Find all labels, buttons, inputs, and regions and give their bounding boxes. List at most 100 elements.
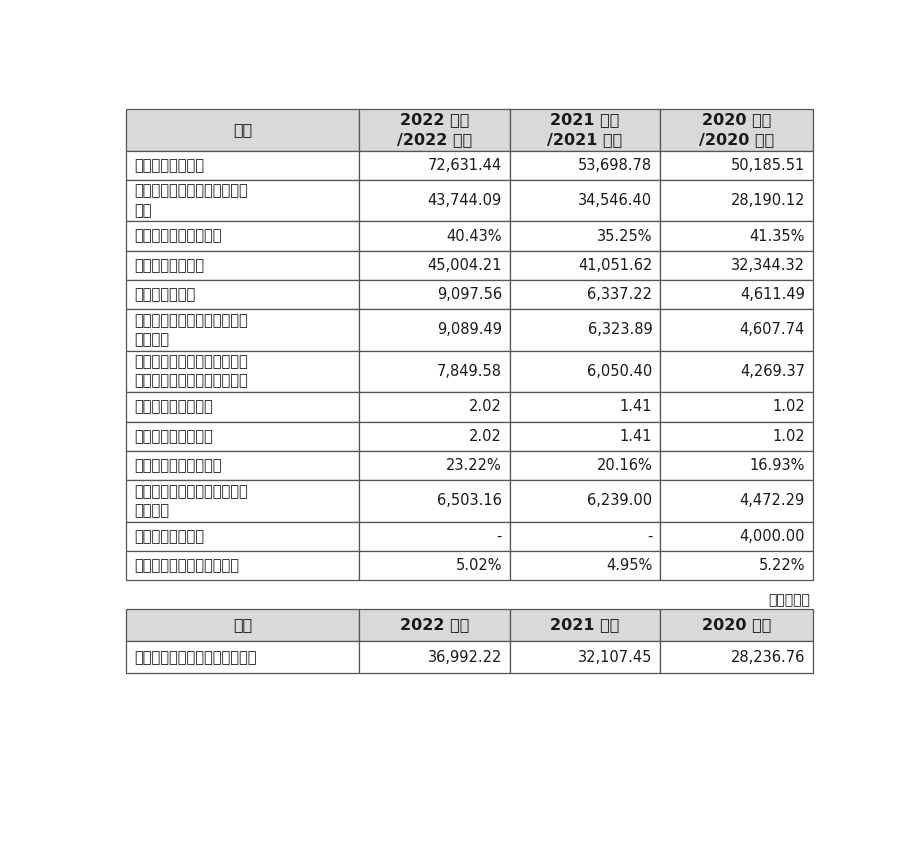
Text: 7,849.58: 7,849.58 xyxy=(437,364,502,379)
Text: 1.41: 1.41 xyxy=(620,399,652,414)
Text: 2021 年末
/2021 年度: 2021 年末 /2021 年度 xyxy=(547,112,623,147)
Text: 41.35%: 41.35% xyxy=(749,229,805,244)
Bar xyxy=(126,251,359,280)
Text: 16.93%: 16.93% xyxy=(749,458,805,473)
Text: 20.16%: 20.16% xyxy=(596,458,652,473)
Text: -: - xyxy=(496,529,502,544)
Bar xyxy=(359,251,509,280)
Bar xyxy=(660,641,812,674)
Bar xyxy=(509,109,660,150)
Text: 43,744.09: 43,744.09 xyxy=(428,193,502,208)
Bar xyxy=(359,109,509,150)
Bar xyxy=(359,422,509,451)
Text: 4.95%: 4.95% xyxy=(606,558,652,573)
Bar xyxy=(660,180,812,221)
Text: 1.02: 1.02 xyxy=(772,399,805,414)
Bar xyxy=(126,180,359,221)
Text: 归属于母公司所有者权益（万
元）: 归属于母公司所有者权益（万 元） xyxy=(134,183,247,218)
Bar xyxy=(509,309,660,351)
Text: 1.02: 1.02 xyxy=(772,429,805,444)
Bar xyxy=(126,422,359,451)
Bar xyxy=(359,609,509,641)
Text: 4,472.29: 4,472.29 xyxy=(740,494,805,508)
Text: 2022 年度: 2022 年度 xyxy=(400,617,469,632)
Bar xyxy=(126,522,359,551)
Text: 72,631.44: 72,631.44 xyxy=(428,158,502,173)
Bar xyxy=(509,180,660,221)
Text: 2020 年末
/2020 年度: 2020 年末 /2020 年度 xyxy=(699,112,774,147)
Text: 扣除非经常性损益后归属于母
公司所有者的净利润（万元）: 扣除非经常性损益后归属于母 公司所有者的净利润（万元） xyxy=(134,354,247,388)
Bar xyxy=(126,551,359,580)
Bar xyxy=(509,451,660,480)
Bar xyxy=(660,221,812,251)
Text: 5.02%: 5.02% xyxy=(455,558,502,573)
Bar xyxy=(660,280,812,309)
Text: 6,323.89: 6,323.89 xyxy=(587,322,652,338)
Bar xyxy=(126,609,359,641)
Bar xyxy=(509,422,660,451)
Bar xyxy=(509,150,660,180)
Text: 6,503.16: 6,503.16 xyxy=(437,494,502,508)
Text: 归属于母公司所有者的净利润
（万元）: 归属于母公司所有者的净利润 （万元） xyxy=(134,313,247,347)
Bar xyxy=(359,309,509,351)
Bar xyxy=(359,150,509,180)
Bar xyxy=(126,309,359,351)
Text: 加权平均净资产收益率: 加权平均净资产收益率 xyxy=(134,458,222,473)
Text: -: - xyxy=(647,529,652,544)
Bar xyxy=(126,280,359,309)
Text: 6,050.40: 6,050.40 xyxy=(587,364,652,379)
Bar xyxy=(359,280,509,309)
Text: 4,269.37: 4,269.37 xyxy=(740,364,805,379)
Text: 销售商品、提供劳务收到的现金: 销售商品、提供劳务收到的现金 xyxy=(134,650,256,665)
Text: 41,051.62: 41,051.62 xyxy=(578,257,652,273)
Bar xyxy=(359,551,509,580)
Bar xyxy=(359,392,509,422)
Bar xyxy=(126,221,359,251)
Text: 32,344.32: 32,344.32 xyxy=(731,257,805,273)
Text: 项目: 项目 xyxy=(234,617,253,632)
Bar xyxy=(359,221,509,251)
Text: 9,089.49: 9,089.49 xyxy=(437,322,502,338)
Text: 50,185.51: 50,185.51 xyxy=(731,158,805,173)
Bar xyxy=(660,392,812,422)
Text: 35.25%: 35.25% xyxy=(597,229,652,244)
Bar xyxy=(660,551,812,580)
Text: 1.41: 1.41 xyxy=(620,429,652,444)
Bar xyxy=(509,522,660,551)
Text: 6,337.22: 6,337.22 xyxy=(587,287,652,302)
Text: 4,607.74: 4,607.74 xyxy=(740,322,805,338)
Bar xyxy=(660,522,812,551)
Text: 研发投入占营业收入的比例: 研发投入占营业收入的比例 xyxy=(134,558,239,573)
Bar xyxy=(126,480,359,522)
Text: 净利润（万元）: 净利润（万元） xyxy=(134,287,195,302)
Text: 基本每股收益（元）: 基本每股收益（元） xyxy=(134,399,213,414)
Text: 36,992.22: 36,992.22 xyxy=(428,650,502,665)
Bar xyxy=(509,551,660,580)
Text: 32,107.45: 32,107.45 xyxy=(578,650,652,665)
Bar xyxy=(509,351,660,392)
Text: 经营活动产生的现金流量净额
（万元）: 经营活动产生的现金流量净额 （万元） xyxy=(134,484,247,518)
Bar xyxy=(660,309,812,351)
Text: 23.22%: 23.22% xyxy=(446,458,502,473)
Bar xyxy=(660,109,812,150)
Bar xyxy=(509,641,660,674)
Bar xyxy=(126,150,359,180)
Bar xyxy=(126,392,359,422)
Text: 2022 年末
/2022 年度: 2022 年末 /2022 年度 xyxy=(397,112,473,147)
Text: 稀释每股收益（元）: 稀释每股收益（元） xyxy=(134,429,213,444)
Bar xyxy=(126,451,359,480)
Bar xyxy=(660,480,812,522)
Text: 40.43%: 40.43% xyxy=(446,229,502,244)
Bar xyxy=(509,221,660,251)
Bar xyxy=(509,480,660,522)
Bar xyxy=(660,351,812,392)
Bar xyxy=(359,480,509,522)
Bar xyxy=(660,251,812,280)
Text: 资产总额（万元）: 资产总额（万元） xyxy=(134,158,204,173)
Bar xyxy=(359,180,509,221)
Text: 单位：万元: 单位：万元 xyxy=(768,593,810,607)
Bar xyxy=(359,351,509,392)
Bar xyxy=(359,522,509,551)
Text: 资产负债率（母公司）: 资产负债率（母公司） xyxy=(134,229,222,244)
Text: 营业收入（万元）: 营业收入（万元） xyxy=(134,257,204,273)
